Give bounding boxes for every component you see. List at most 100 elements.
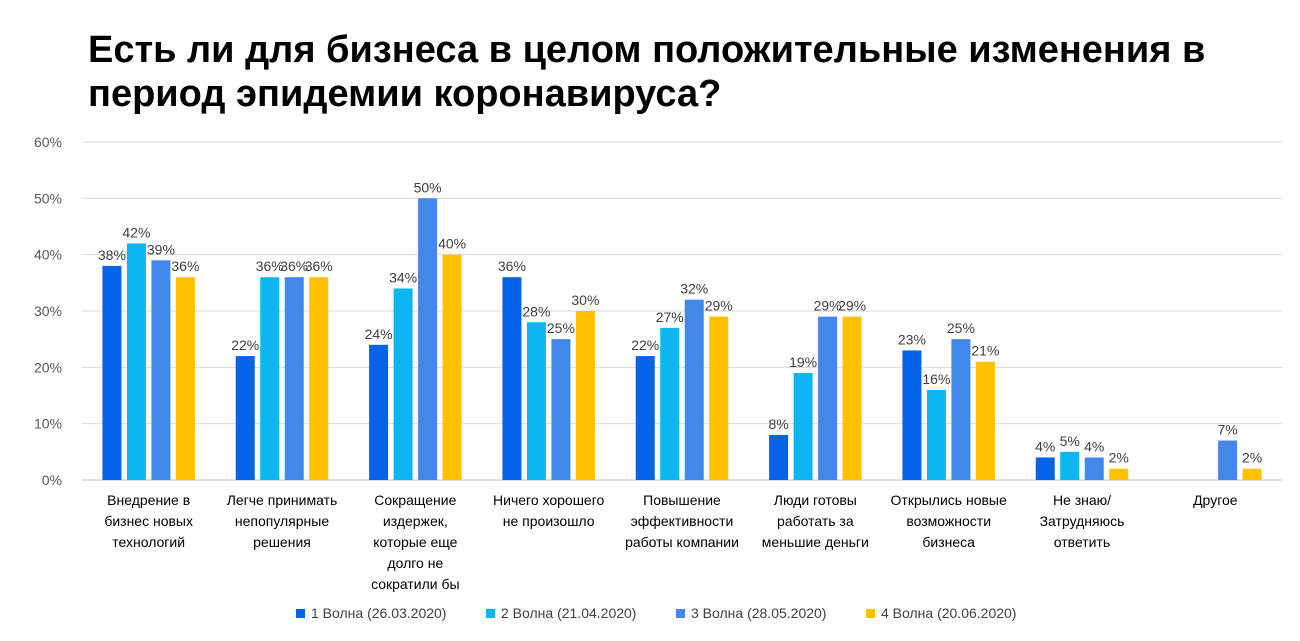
bar [818,317,837,480]
data-label: 34% [389,269,417,285]
x-category-label-line: работать за [777,513,854,529]
data-label: 27% [656,309,684,325]
x-category-label-line: Повышение [643,492,721,508]
bar [551,339,570,480]
y-tick-label: 30% [34,303,62,319]
bar [176,277,195,480]
x-category-label: Не знаю/Затрудняюсь ответить [1040,492,1125,550]
x-category-label-line: технологий [112,534,185,550]
bar [260,277,279,480]
x-category-label: Люди готовы работать за меньшие деньги [762,492,869,550]
x-category-label-line: ответить [1054,534,1110,550]
data-label: 50% [414,179,442,195]
data-label: 40% [438,236,466,252]
x-category-label-line: Сокращение [374,492,456,508]
data-label: 5% [1060,433,1080,449]
x-category-label: Повышение эффективности работы компании [625,492,739,550]
data-label: 23% [898,331,926,347]
bar [902,350,921,480]
legend-label: 4 Волна (20.06.2020) [881,605,1016,621]
data-label: 38% [98,247,126,263]
data-label: 25% [547,320,575,336]
x-category-label-line: Не знаю/ [1053,492,1111,508]
legend-label: 3 Волна (28.05.2020) [691,605,826,621]
data-label: 22% [631,337,659,353]
bar [843,317,862,480]
legend-label: 2 Волна (21.04.2020) [501,605,636,621]
y-tick-label: 40% [34,247,62,263]
bar [636,356,655,480]
data-label: 2% [1242,450,1262,466]
x-category-label: Сокращение издержек, которые еще долго не со… [371,492,460,592]
x-category-label: Открылись новые возможности бизнеса [891,492,1007,550]
data-label: 42% [122,224,150,240]
bar [794,373,813,480]
bar [151,260,170,480]
x-category-label-line: Затрудняюсь [1040,513,1125,529]
data-label: 22% [231,337,259,353]
x-category-label-line: меньшие деньги [762,534,869,550]
x-category-label-line: Люди готовы [774,492,857,508]
bar [102,266,121,480]
bar [951,339,970,480]
bar [685,300,704,480]
x-category-label: Внедрение в бизнес новых технологий [104,492,193,550]
bar [418,198,437,480]
bar [709,317,728,480]
data-label: 29% [705,298,733,314]
data-label: 32% [680,281,708,297]
data-label: 36% [171,258,199,274]
x-category-label-line: решения [253,534,311,550]
bar [127,243,146,480]
x-category-label-line: бизнес новых [104,513,193,529]
data-label: 24% [365,326,393,342]
x-category-label-line: бизнеса [922,534,975,550]
x-category-label-line: работы компании [625,534,739,550]
data-label: 39% [147,241,175,257]
legend-swatch [296,609,305,618]
x-category-label-line: Открылись новые [891,492,1007,508]
data-label: 28% [522,303,550,319]
x-category-label-line: Легче принимать [227,492,338,508]
x-category-label: Другое [1193,492,1238,508]
y-tick-label: 20% [34,359,62,375]
bar [1218,441,1237,480]
bar [1243,469,1262,480]
data-label: 7% [1217,422,1237,438]
bar [309,277,328,480]
data-label: 4% [1084,438,1104,454]
x-category-label-line: Другое [1193,492,1238,508]
bar [1036,457,1055,480]
bar [527,322,546,480]
legend: 1 Волна (26.03.2020) 2 Волна (21.04.2020)… [296,605,1016,621]
bar [236,356,255,480]
data-label: 16% [922,371,950,387]
bar [576,311,595,480]
x-category-label-line: издержек, [383,513,448,529]
bar [1109,469,1128,480]
bar [502,277,521,480]
bar [976,362,995,480]
bar [927,390,946,480]
data-label: 4% [1035,438,1055,454]
bar [369,345,388,480]
data-label: 8% [768,416,788,432]
legend-swatch [486,609,495,618]
data-label: 29% [838,298,866,314]
bar [1060,452,1079,480]
x-category-label-line: долго не [387,555,443,571]
data-label: 19% [789,354,817,370]
data-label: 36% [305,258,333,274]
x-category-label-line: возможности [906,513,991,529]
x-category-label-line: эффективности [631,513,734,529]
y-tick-label: 60% [34,134,62,150]
x-category-label-line: не произошло [503,513,595,529]
y-tick-label: 50% [34,190,62,206]
y-tick-label: 10% [34,416,62,432]
bar [660,328,679,480]
bar [443,255,462,480]
bar [285,277,304,480]
bar [769,435,788,480]
data-label: 2% [1109,450,1129,466]
